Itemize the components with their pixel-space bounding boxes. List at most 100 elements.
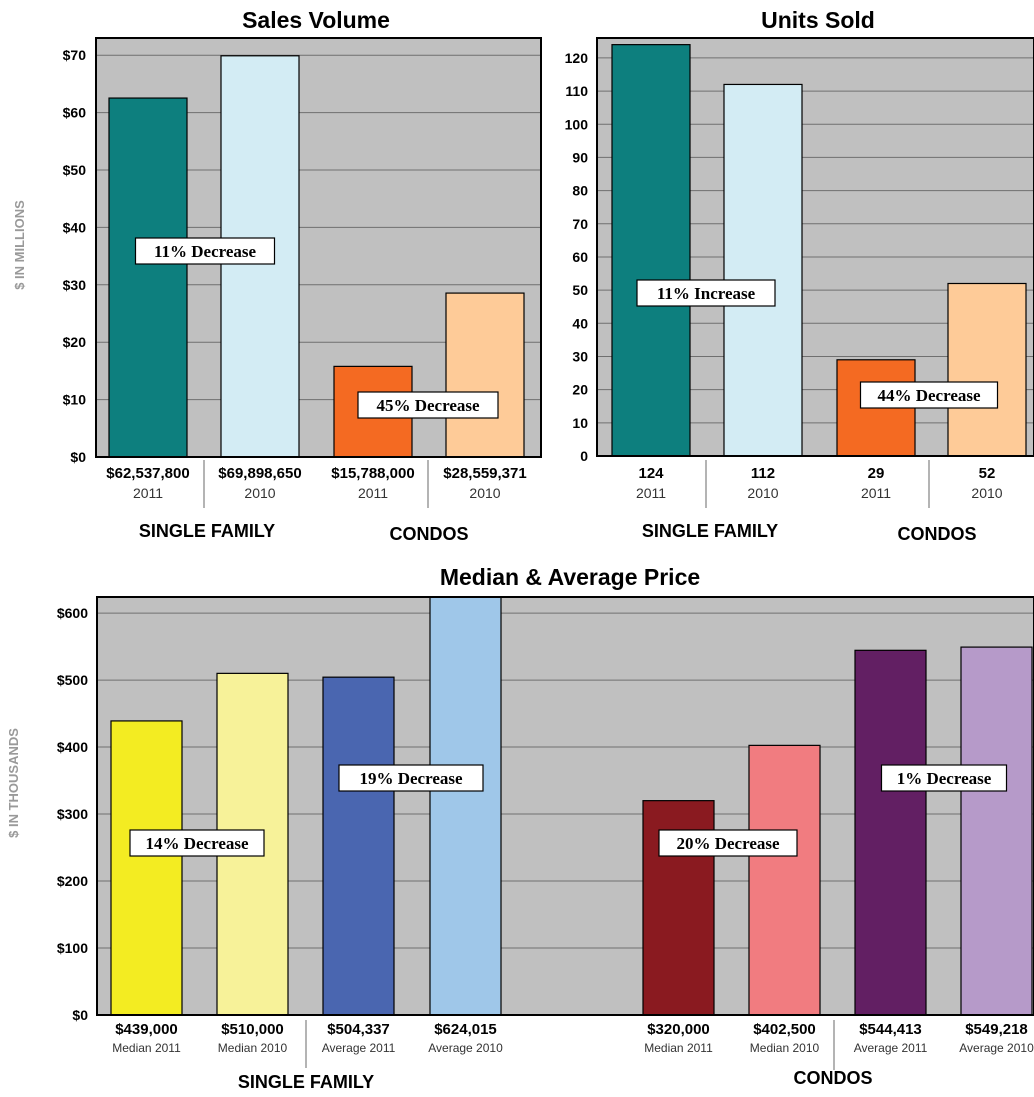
annotation-box — [338, 764, 484, 792]
bar-value-label: $544,413 — [859, 1021, 922, 1038]
bar-value-label: $15,788,000 — [331, 465, 414, 482]
x-tick-label: Average 2011 — [322, 1041, 396, 1055]
y-tick-label: 0 — [580, 448, 588, 464]
y-tick-label: 40 — [572, 315, 588, 331]
y-tick-label: $600 — [57, 605, 88, 621]
bar — [748, 744, 821, 1016]
group-label: SINGLE FAMILY — [238, 1072, 374, 1092]
x-tick-label: Average 2011 — [854, 1041, 928, 1055]
change-annotation: 1% Decrease — [880, 764, 1008, 792]
y-tick-label: 90 — [572, 149, 588, 165]
change-annotation: 44% Decrease — [859, 381, 999, 409]
bar-value-label: $28,559,371 — [443, 465, 526, 482]
bar — [322, 676, 395, 1016]
annotation-text: 1% Decrease — [897, 769, 992, 788]
bar-value-label: 124 — [638, 465, 664, 482]
y-tick-label: 120 — [565, 50, 589, 66]
y-tick-label: $20 — [63, 334, 87, 350]
bar — [947, 282, 1027, 457]
y-tick-label: $40 — [63, 219, 87, 235]
bar — [723, 83, 803, 457]
bar-value-label: $624,015 — [434, 1021, 497, 1038]
annotation-box — [129, 829, 265, 857]
x-tick-label: 2011 — [133, 485, 163, 501]
change-annotation: 14% Decrease — [129, 829, 265, 857]
annotation-box — [880, 764, 1008, 792]
y-tick-label: 50 — [572, 282, 588, 298]
x-tick-label: 2011 — [636, 485, 666, 501]
x-tick-label: 2010 — [747, 485, 778, 501]
y-tick-label: 110 — [565, 83, 588, 99]
x-tick-label: Average 2010 — [959, 1041, 1034, 1055]
y-tick-label: $60 — [63, 105, 87, 121]
annotation-box — [357, 391, 499, 419]
x-tick-label: 2011 — [358, 485, 388, 501]
bar — [429, 596, 502, 1016]
change-annotation: 20% Decrease — [658, 829, 798, 857]
annotation-text: 11% Increase — [657, 284, 756, 303]
price-plot: $0 $100 $200 $300 $400 $500 $600 $439,000 Median… — [57, 596, 1034, 1092]
x-tick-label: Average 2010 — [428, 1041, 503, 1055]
y-tick-label: $0 — [70, 449, 86, 465]
plot-frame — [95, 37, 542, 458]
bar — [108, 97, 188, 458]
annotation-box — [658, 829, 798, 857]
price-ylabel: $ IN THOUSANDS — [6, 728, 21, 838]
y-tick-label: $300 — [57, 806, 88, 822]
annotation-text: 11% Decrease — [154, 242, 257, 261]
bar-value-label: $69,898,650 — [218, 465, 301, 482]
bar — [110, 720, 183, 1016]
x-tick-label: 2010 — [244, 485, 275, 501]
bar-value-label: $402,500 — [753, 1021, 816, 1038]
change-annotation: 45% Decrease — [357, 391, 499, 419]
bar-value-label: 29 — [868, 465, 885, 482]
annotation-box — [636, 279, 776, 307]
units-sold-title: Units Sold — [761, 7, 875, 33]
y-tick-label: 10 — [572, 415, 588, 431]
bar-value-label: $504,337 — [327, 1021, 390, 1038]
change-annotation: 11% Decrease — [134, 237, 276, 265]
annotation-text: 45% Decrease — [376, 396, 480, 415]
plot-frame — [96, 596, 1034, 1016]
y-tick-label: 60 — [572, 249, 588, 265]
bar-value-label: $510,000 — [221, 1021, 284, 1038]
y-tick-label: $70 — [63, 47, 87, 63]
x-tick-label: 2010 — [469, 485, 500, 501]
sales-volume-chart: Sales Volume $ IN MILLIONS $0 $10 $20 $30 $4… — [12, 7, 542, 544]
group-label: CONDOS — [897, 524, 976, 544]
x-tick-label: Median 2010 — [750, 1041, 820, 1055]
units-sold-plot: 0 10 20 30 40 50 60 70 80 90 100 110 120 124 2011 112 20… — [565, 37, 1034, 544]
annotation-text: 19% Decrease — [359, 769, 463, 788]
price-chart: Median & Average Price $ IN THOUSANDS $0… — [6, 564, 1034, 1092]
x-tick-label: Median 2011 — [112, 1041, 181, 1055]
price-title: Median & Average Price — [440, 564, 700, 590]
y-tick-label: $50 — [63, 162, 87, 178]
annotation-text: 14% Decrease — [145, 834, 249, 853]
bar-value-label: $62,537,800 — [106, 465, 189, 482]
x-tick-label: 2010 — [971, 485, 1002, 501]
change-annotation: 19% Decrease — [338, 764, 484, 792]
y-tick-label: 20 — [572, 382, 588, 398]
plot-frame — [596, 37, 1034, 457]
sales-volume-ylabel: $ IN MILLIONS — [12, 200, 27, 290]
sales-volume-plot: $0 $10 $20 $30 $40 $50 $60 $70 $62,537,800 2011 $6… — [63, 37, 542, 544]
bar — [854, 649, 927, 1016]
sales-volume-title: Sales Volume — [242, 7, 390, 33]
y-tick-label: 100 — [565, 116, 589, 132]
y-tick-label: $100 — [57, 940, 88, 956]
y-tick-label: 70 — [572, 216, 588, 232]
y-tick-label: $10 — [63, 392, 87, 408]
annotation-text: 20% Decrease — [676, 834, 780, 853]
bar-value-label: $439,000 — [115, 1021, 178, 1038]
group-label: SINGLE FAMILY — [139, 521, 275, 541]
units-sold-chart: Units Sold 0 10 20 30 40 50 60 70 80 90 100 110 120 1… — [565, 7, 1034, 544]
bar — [445, 292, 525, 458]
group-label: CONDOS — [793, 1068, 872, 1088]
x-tick-label: Median 2010 — [218, 1041, 288, 1055]
y-tick-label: 80 — [572, 183, 588, 199]
y-tick-label: $200 — [57, 873, 88, 889]
bar-value-label: 112 — [751, 465, 775, 482]
group-label: CONDOS — [389, 524, 468, 544]
bar-value-label: 52 — [979, 465, 996, 482]
